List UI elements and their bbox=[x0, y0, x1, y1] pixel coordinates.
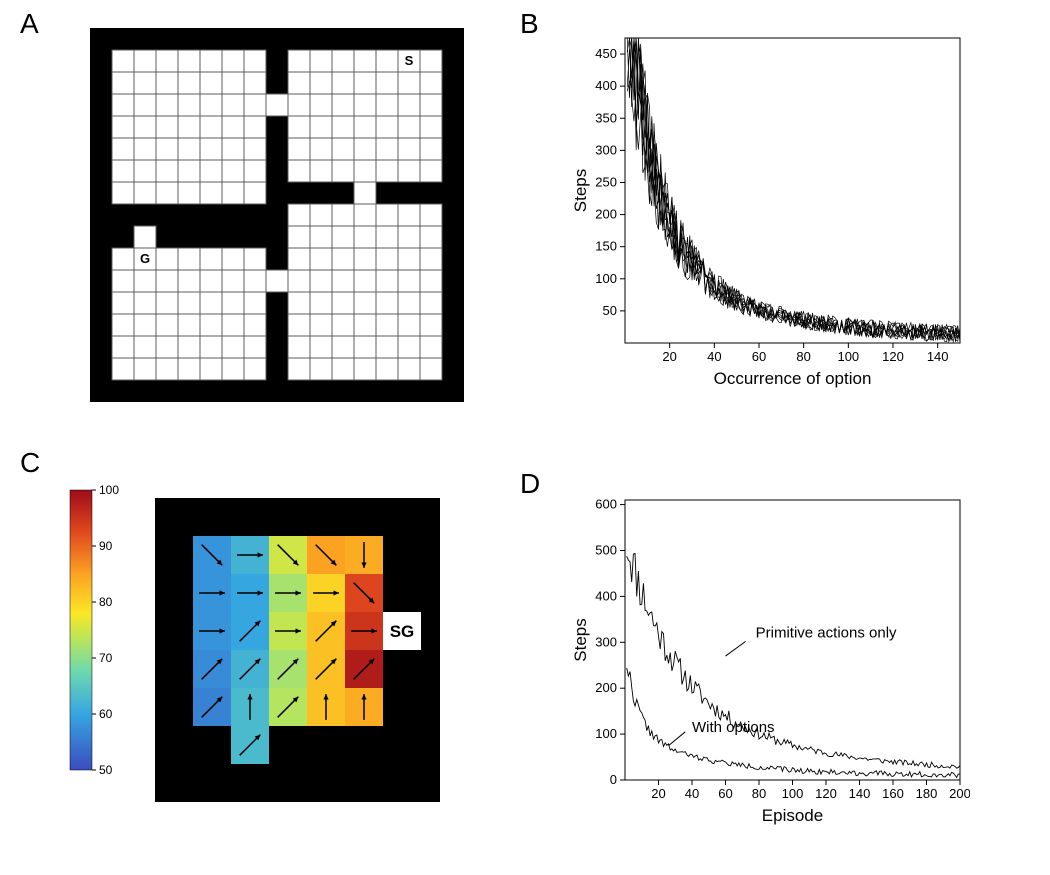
svg-text:150: 150 bbox=[595, 239, 617, 254]
svg-text:140: 140 bbox=[849, 786, 871, 801]
svg-text:120: 120 bbox=[882, 349, 904, 364]
svg-text:500: 500 bbox=[595, 542, 617, 557]
svg-text:60: 60 bbox=[99, 707, 113, 721]
svg-text:60: 60 bbox=[752, 349, 766, 364]
svg-text:450: 450 bbox=[595, 46, 617, 61]
svg-text:200: 200 bbox=[949, 786, 970, 801]
svg-text:Steps: Steps bbox=[571, 618, 590, 661]
panel-b-label: B bbox=[520, 8, 539, 40]
svg-text:70: 70 bbox=[99, 651, 113, 665]
svg-text:350: 350 bbox=[595, 110, 617, 125]
svg-text:80: 80 bbox=[796, 349, 810, 364]
svg-text:Episode: Episode bbox=[762, 806, 823, 825]
svg-text:SG: SG bbox=[390, 622, 415, 641]
panel-d-label: D bbox=[520, 468, 540, 500]
svg-text:Steps: Steps bbox=[571, 169, 590, 212]
svg-text:0: 0 bbox=[610, 772, 617, 787]
svg-text:120: 120 bbox=[815, 786, 837, 801]
svg-text:250: 250 bbox=[595, 174, 617, 189]
svg-text:300: 300 bbox=[595, 142, 617, 157]
svg-text:60: 60 bbox=[718, 786, 732, 801]
svg-text:20: 20 bbox=[651, 786, 665, 801]
svg-text:100: 100 bbox=[595, 726, 617, 741]
svg-text:Primitive actions only: Primitive actions only bbox=[756, 625, 897, 642]
svg-text:90: 90 bbox=[99, 539, 113, 553]
svg-text:Occurrence of option: Occurrence of option bbox=[714, 369, 872, 388]
svg-text:160: 160 bbox=[882, 786, 904, 801]
svg-text:600: 600 bbox=[595, 497, 617, 512]
svg-text:300: 300 bbox=[595, 634, 617, 649]
svg-text:40: 40 bbox=[685, 786, 699, 801]
svg-text:200: 200 bbox=[595, 680, 617, 695]
svg-text:100: 100 bbox=[782, 786, 804, 801]
svg-text:180: 180 bbox=[916, 786, 938, 801]
svg-text:40: 40 bbox=[707, 349, 721, 364]
panel-a-gridworld: SG bbox=[90, 28, 478, 416]
svg-text:50: 50 bbox=[99, 763, 113, 777]
svg-text:200: 200 bbox=[595, 207, 617, 222]
svg-text:400: 400 bbox=[595, 78, 617, 93]
svg-text:80: 80 bbox=[752, 786, 766, 801]
svg-text:80: 80 bbox=[99, 595, 113, 609]
svg-text:50: 50 bbox=[603, 303, 617, 318]
svg-text:100: 100 bbox=[595, 271, 617, 286]
panel-a-label: A bbox=[20, 8, 39, 40]
svg-text:20: 20 bbox=[662, 349, 676, 364]
svg-text:S: S bbox=[405, 53, 414, 68]
panel-d-chart: 20 40 60 80 100 120 140 160 180 200 0 100 200 300 400 5… bbox=[570, 490, 970, 835]
svg-text:G: G bbox=[140, 251, 150, 266]
panel-c-label: C bbox=[20, 447, 40, 479]
svg-text:400: 400 bbox=[595, 588, 617, 603]
svg-text:With options: With options bbox=[692, 719, 775, 736]
svg-text:100: 100 bbox=[99, 483, 119, 497]
svg-text:140: 140 bbox=[927, 349, 949, 364]
panel-b-chart: 20 40 60 80 100 120 140 50 100 150 200 250 300 350 400… bbox=[570, 28, 970, 398]
svg-text:100: 100 bbox=[837, 349, 859, 364]
panel-c-valuemap: 50 60 70 80 90 100 SG bbox=[60, 480, 480, 820]
